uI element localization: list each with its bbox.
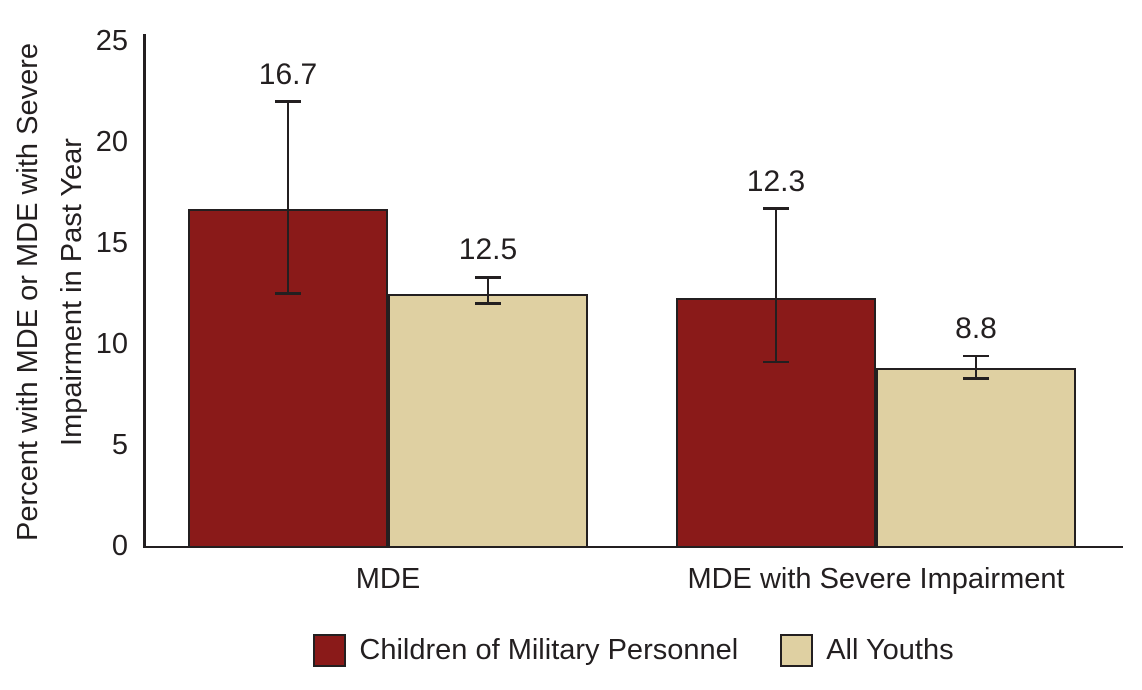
error-bar-line (486, 277, 490, 304)
error-bar-cap-top (275, 100, 301, 103)
error-bar-cap-top (763, 207, 789, 210)
bar-value-label: 12.3 (746, 164, 806, 198)
error-bar-line (286, 101, 290, 294)
bar-value-label: 8.8 (955, 312, 997, 346)
legend-item-0: Children of Military Personnel (313, 633, 738, 667)
error-bar-cap-top (963, 354, 989, 358)
y-tick-label: 15 (95, 227, 128, 259)
y-axis-title: Percent with MDE or MDE with Severe Impa… (6, 22, 94, 562)
error-bar-cap-bottom (963, 377, 989, 380)
y-tick-label: 10 (95, 328, 128, 360)
error-bar-cap-bottom (275, 292, 301, 295)
y-axis-title-line2: Impairment in Past Year (56, 138, 88, 446)
legend-label-1: All Youths (826, 634, 954, 666)
bar-all-youths-1 (876, 368, 1076, 548)
error-bar-line (774, 208, 778, 363)
y-tick-label: 25 (95, 25, 128, 57)
y-tick-label: 5 (111, 429, 128, 461)
category-label-0: MDE (355, 563, 421, 595)
y-axis-title-line1: Percent with MDE or MDE with Severe (12, 43, 44, 541)
legend-swatch-1 (780, 633, 814, 667)
bar-all-youths-0 (388, 293, 588, 548)
legend: Children of Military Personnel All Youths (144, 630, 1123, 670)
error-bar-cap-bottom (763, 360, 789, 364)
x-axis-line (143, 545, 1123, 548)
bar-value-label: 16.7 (258, 57, 318, 91)
y-axis-line (143, 34, 146, 548)
legend-swatch-0 (313, 633, 347, 667)
y-tick-label: 0 (111, 530, 128, 562)
y-tick-label: 20 (95, 126, 128, 158)
bar-value-label: 12.5 (458, 233, 518, 267)
category-label-1: MDE with Severe Impairment (687, 563, 1065, 595)
error-bar-line (974, 356, 978, 379)
legend-item-1: All Youths (780, 633, 954, 667)
legend-label-0: Children of Military Personnel (359, 634, 739, 666)
error-bar-cap-top (475, 276, 501, 279)
error-bar-cap-bottom (475, 302, 501, 305)
